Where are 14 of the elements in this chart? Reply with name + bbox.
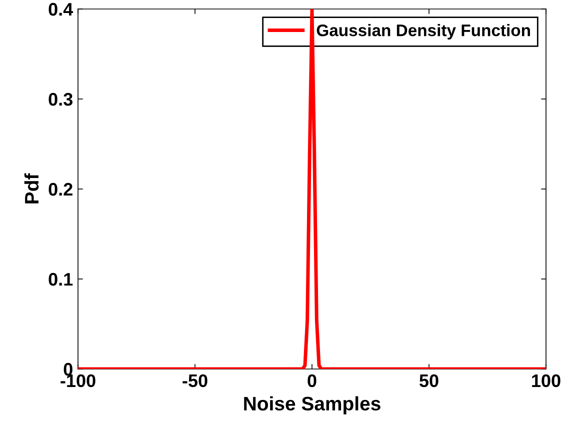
line-series [78,9,546,369]
x-tick-label: -100 [60,374,96,388]
y-tick-label: 0.1 [48,272,73,286]
y-tick-label: 0.3 [48,92,72,106]
y-axis-title: Pdf [24,173,39,204]
legend-label: Gaussian Density Function [316,24,530,40]
y-tick-label: 0.4 [48,2,74,16]
x-tick-label: 50 [420,374,438,388]
y-tick-label: 0 [64,362,72,376]
x-axis-title: Noise Samples [244,396,380,414]
y-tick-label: 0.2 [48,182,72,196]
x-tick-label: -50 [182,374,208,388]
x-tick-label: 100 [532,374,560,388]
x-tick-label: 0 [308,374,316,388]
